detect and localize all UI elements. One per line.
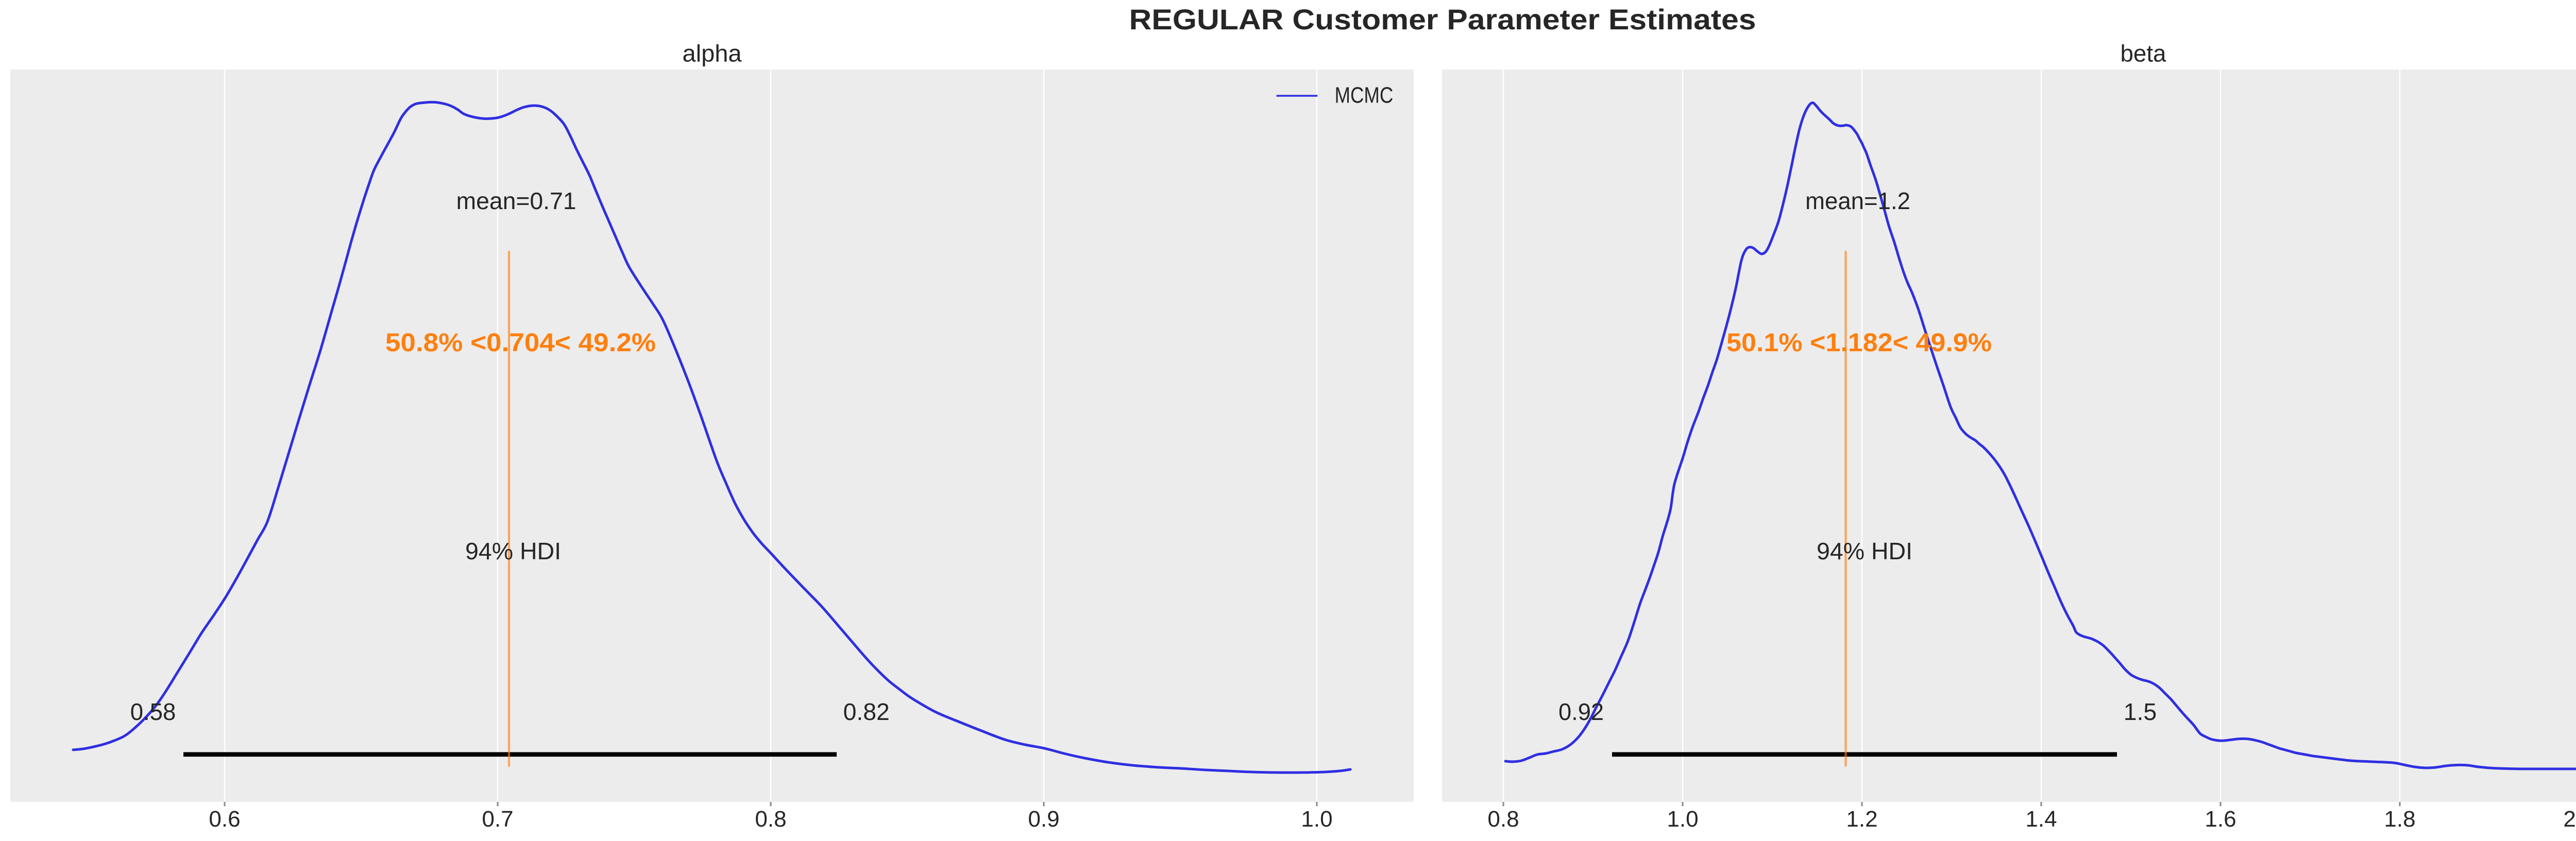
svg-text:REGULAR Customer Parameter Est: REGULAR Customer Parameter Estimates	[1129, 3, 1756, 36]
svg-text:0.8: 0.8	[755, 806, 786, 832]
svg-text:1.0: 1.0	[1301, 806, 1332, 832]
svg-text:50.8% <0.704< 49.2%: 50.8% <0.704< 49.2%	[385, 328, 656, 357]
svg-text:0.8: 0.8	[1487, 806, 1519, 832]
svg-text:94% HDI: 94% HDI	[1817, 538, 1912, 564]
svg-text:1.0: 1.0	[1667, 806, 1698, 832]
svg-text:mean=0.71: mean=0.71	[456, 187, 577, 214]
svg-text:alpha: alpha	[683, 40, 742, 67]
svg-text:mean=1.2: mean=1.2	[1805, 187, 1910, 214]
svg-text:MCMC: MCMC	[1335, 82, 1394, 108]
svg-text:0.82: 0.82	[843, 698, 890, 725]
svg-text:0.6: 0.6	[209, 806, 240, 832]
svg-text:0.9: 0.9	[1028, 806, 1059, 832]
svg-text:1.4: 1.4	[2025, 806, 2057, 832]
svg-text:beta: beta	[2121, 40, 2166, 67]
svg-text:0.58: 0.58	[130, 698, 176, 725]
svg-text:1.2: 1.2	[1846, 806, 1877, 832]
svg-text:1.8: 1.8	[2384, 806, 2415, 832]
svg-text:1.6: 1.6	[2205, 806, 2236, 832]
svg-text:0.7: 0.7	[482, 806, 513, 832]
svg-text:2.0: 2.0	[2563, 806, 2576, 832]
svg-text:50.1% <1.182< 49.9%: 50.1% <1.182< 49.9%	[1726, 328, 1992, 357]
svg-text:0.92: 0.92	[1558, 698, 1604, 725]
svg-text:1.5: 1.5	[2124, 698, 2157, 725]
svg-text:94% HDI: 94% HDI	[465, 538, 561, 564]
